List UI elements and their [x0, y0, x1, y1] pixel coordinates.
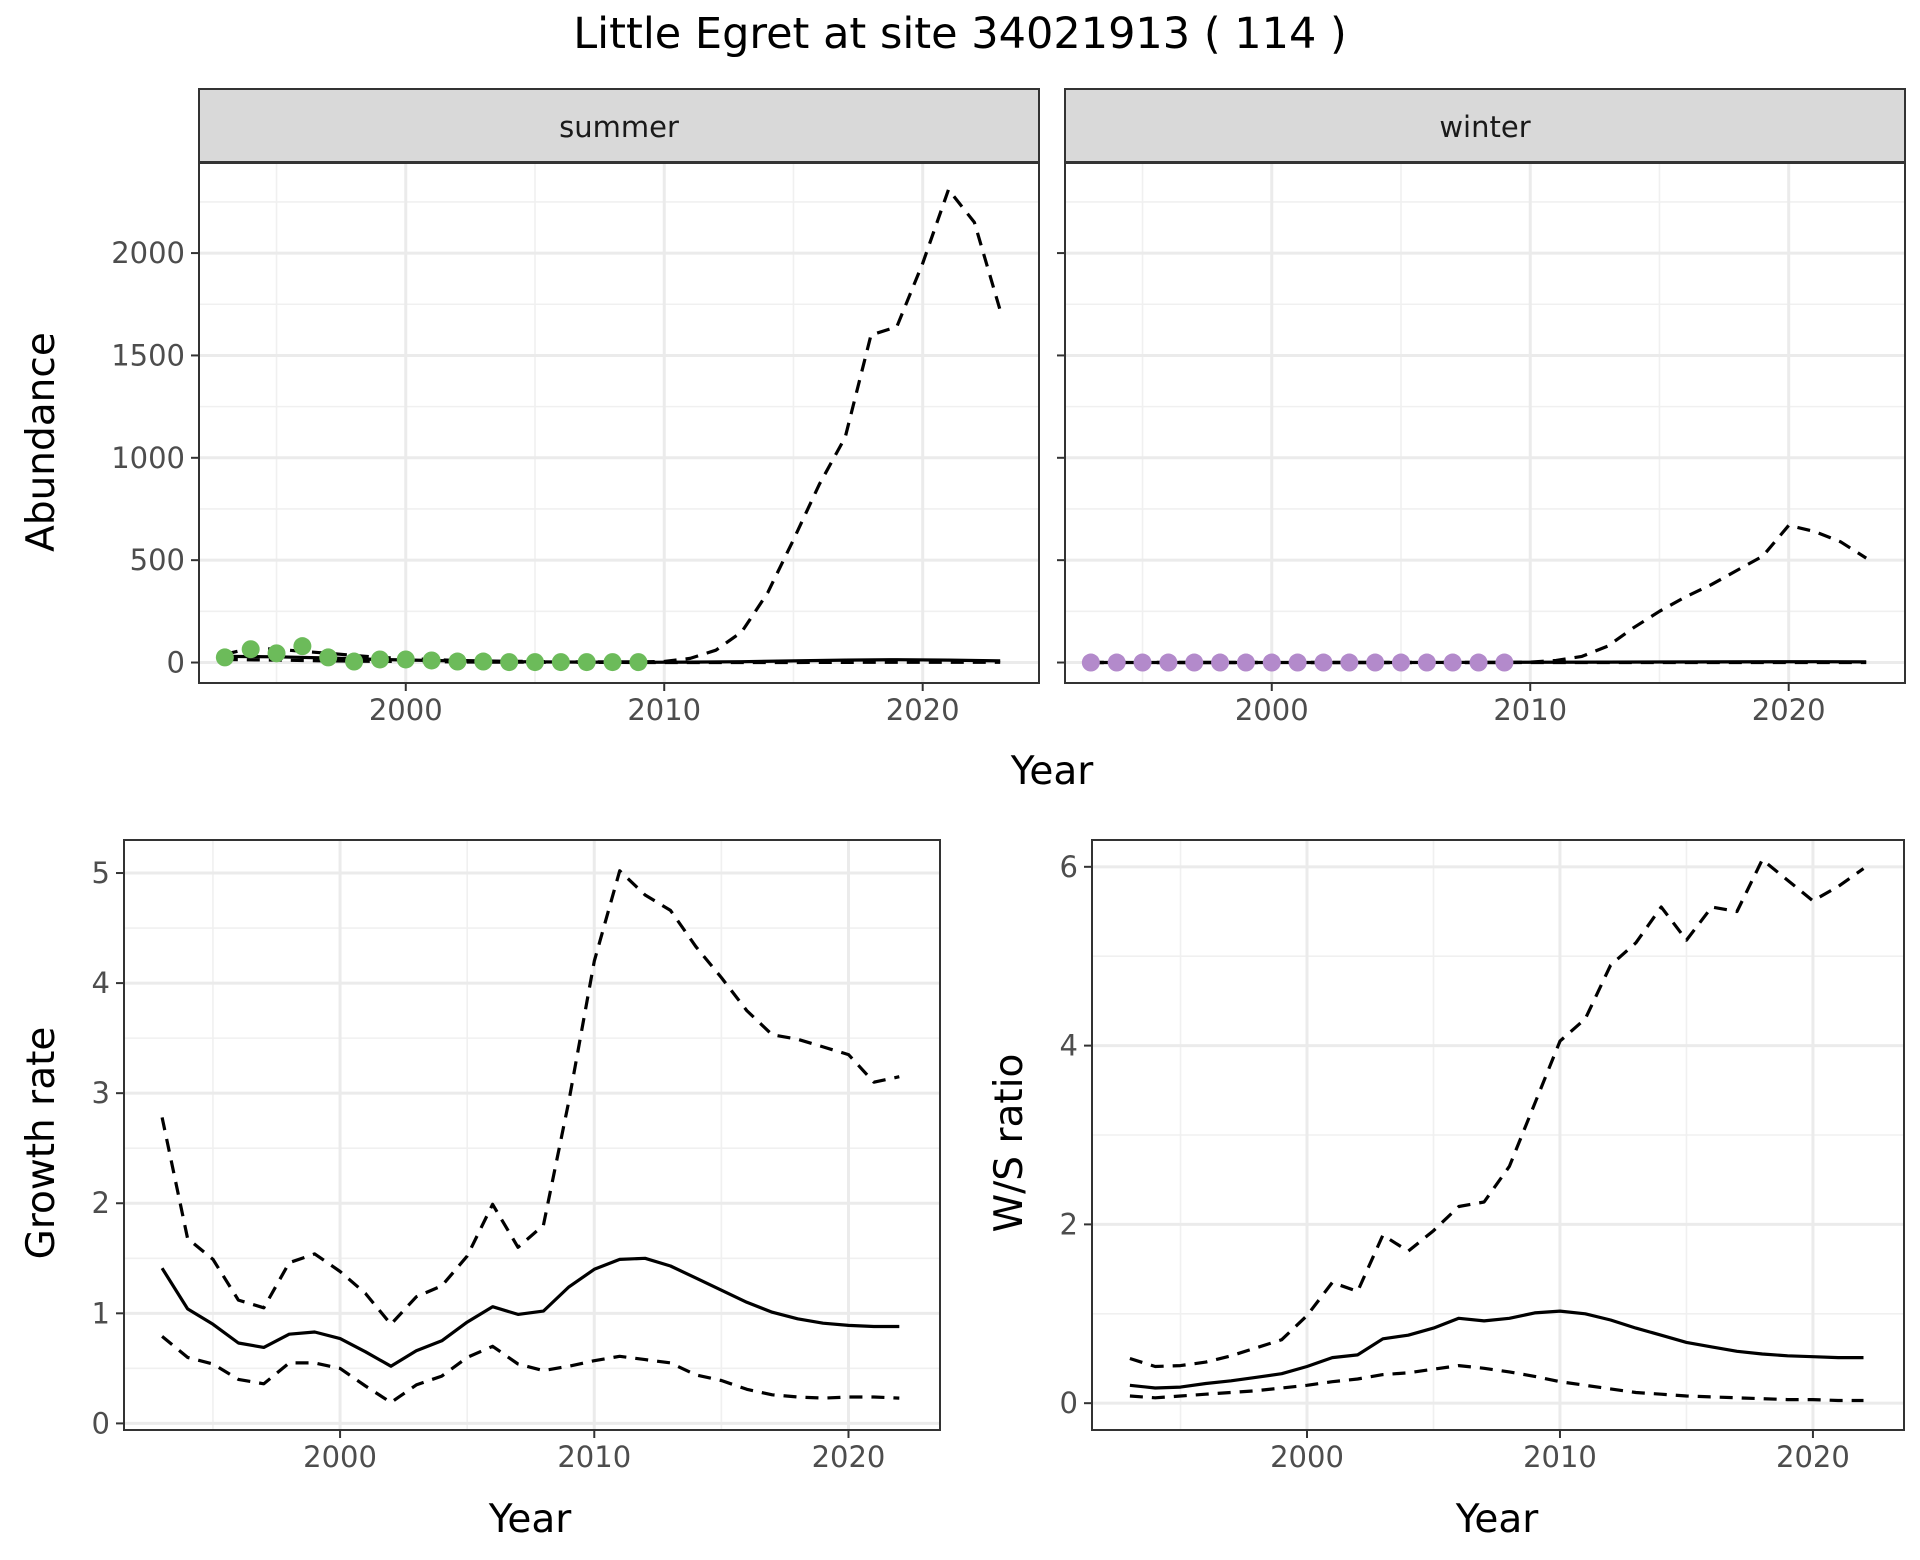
y-tick-label: 3 — [92, 1076, 110, 1110]
data-point — [1185, 653, 1204, 672]
data-point — [1081, 653, 1100, 672]
x-tick-label: 2010 — [1493, 693, 1567, 727]
data-point — [267, 644, 286, 663]
ws-ratio-chart: 2000 2010 2020 0 2 4 6 Year W/S ratio — [987, 839, 1905, 1542]
facet-winter: winter 2000 2010 2020 — [1057, 88, 1906, 727]
data-point — [1133, 653, 1152, 672]
data-point — [1443, 653, 1462, 672]
data-point — [1236, 653, 1255, 672]
y-tick-label: 500 — [130, 543, 185, 577]
y-tick-label: 1000 — [111, 441, 185, 475]
data-point — [1288, 653, 1307, 672]
x-tick-label: 2020 — [1752, 693, 1826, 727]
data-point — [526, 653, 544, 672]
figure-title: Little Egret at site 34021913 ( 114 ) — [573, 9, 1347, 59]
lower-line — [1129, 1363, 1864, 1403]
y-tick-label: 4 — [92, 966, 110, 1000]
facet-summer: summer 2000 2010 2020 — [191, 88, 1040, 727]
x-tick-label: 2000 — [303, 1440, 377, 1474]
data-point — [422, 651, 441, 670]
abundance-y-tick-labels: 0 500 1000 1500 2000 — [111, 236, 185, 679]
y-tick-label: 4 — [1060, 1029, 1078, 1063]
data-point — [474, 652, 493, 671]
data-point — [370, 650, 389, 669]
abundance-chart: summer 2000 2010 2020 winter 2000 2010 2020 … — [19, 88, 1906, 794]
y-tick-label: 0 — [167, 646, 185, 680]
data-point — [448, 652, 467, 671]
y-tick-label: 1500 — [111, 338, 185, 372]
data-point — [319, 648, 338, 667]
data-point — [241, 640, 260, 659]
growth-rate-chart: 2000 2010 2020 0 1 2 3 4 5 Year Growth rate — [19, 839, 941, 1542]
upper-line — [1129, 858, 1865, 1369]
y-tick-label: 0 — [92, 1406, 110, 1440]
data-point — [1469, 653, 1488, 672]
growth-rate-plot: 2000 2010 2020 0 1 2 3 4 5 — [92, 839, 941, 1474]
abundance-x-axis-label: Year — [1010, 749, 1095, 794]
lower-line — [161, 1335, 900, 1405]
data-point — [215, 648, 234, 667]
y-tick-label: 5 — [92, 856, 110, 890]
y-tick-label: 1 — [92, 1296, 110, 1330]
y-tick-label: 6 — [1060, 850, 1078, 884]
y-tick-label: 0 — [1060, 1386, 1078, 1420]
data-point — [1495, 653, 1514, 672]
x-tick-label: 2000 — [369, 693, 443, 727]
facet-strip-winter — [1064, 88, 1906, 163]
growth-y-axis-label: Growth rate — [19, 1027, 64, 1260]
x-tick-label: 2020 — [1776, 1440, 1850, 1474]
abundance-y-axis-label: Abundance — [19, 332, 64, 552]
data-point — [500, 653, 519, 672]
plot-background — [1065, 163, 1905, 683]
y-tick-label: 2 — [92, 1186, 110, 1220]
x-tick-label: 2010 — [557, 1440, 631, 1474]
ratio-x-axis-label: Year — [1455, 1497, 1540, 1542]
data-point — [345, 652, 364, 671]
plot-background — [199, 163, 1039, 683]
ws-ratio-plot: 2000 2010 2020 0 2 4 6 — [1060, 839, 1905, 1474]
data-point — [1366, 653, 1385, 672]
data-point — [551, 653, 570, 672]
facet-label-summer: summer — [559, 110, 679, 144]
plot-border — [123, 839, 941, 1431]
upper-bound-line — [1090, 523, 1868, 665]
facet-strip-summer — [198, 88, 1040, 163]
estimate-line — [160, 1256, 900, 1368]
facet-summer-plot: 2000 2010 2020 — [191, 162, 1040, 727]
growth-x-axis-label: Year — [488, 1497, 573, 1542]
data-point — [1392, 653, 1410, 672]
y-tick-label: 2 — [1060, 1207, 1078, 1241]
data-point — [603, 653, 622, 672]
data-point — [1159, 653, 1178, 672]
plot-border — [1064, 162, 1906, 684]
x-tick-label: 2000 — [1270, 1440, 1344, 1474]
plot-border — [1091, 839, 1905, 1431]
y-tick-label: 2000 — [111, 236, 185, 270]
x-tick-label: 2020 — [886, 693, 960, 727]
data-point — [1314, 653, 1333, 672]
data-point — [1262, 653, 1281, 672]
upper-line — [160, 869, 900, 1326]
x-tick-label: 2010 — [1523, 1440, 1597, 1474]
data-point — [293, 637, 312, 656]
facet-winter-plot: 2000 2010 2020 — [1057, 162, 1906, 727]
data-point — [1417, 653, 1436, 672]
plot-background — [124, 840, 940, 1430]
ratio-y-axis-label: W/S ratio — [987, 1054, 1032, 1233]
data-point — [629, 653, 648, 672]
estimate-line — [1129, 1309, 1864, 1390]
data-point — [1211, 653, 1230, 672]
facet-label-winter: winter — [1439, 110, 1530, 144]
x-tick-label: 2020 — [812, 1440, 886, 1474]
plot-border — [198, 162, 1040, 684]
x-tick-label: 2000 — [1235, 693, 1309, 727]
data-point — [577, 653, 596, 672]
data-point — [1340, 653, 1359, 672]
data-point — [396, 650, 415, 669]
x-tick-label: 2010 — [627, 693, 701, 727]
data-point — [1107, 653, 1126, 672]
